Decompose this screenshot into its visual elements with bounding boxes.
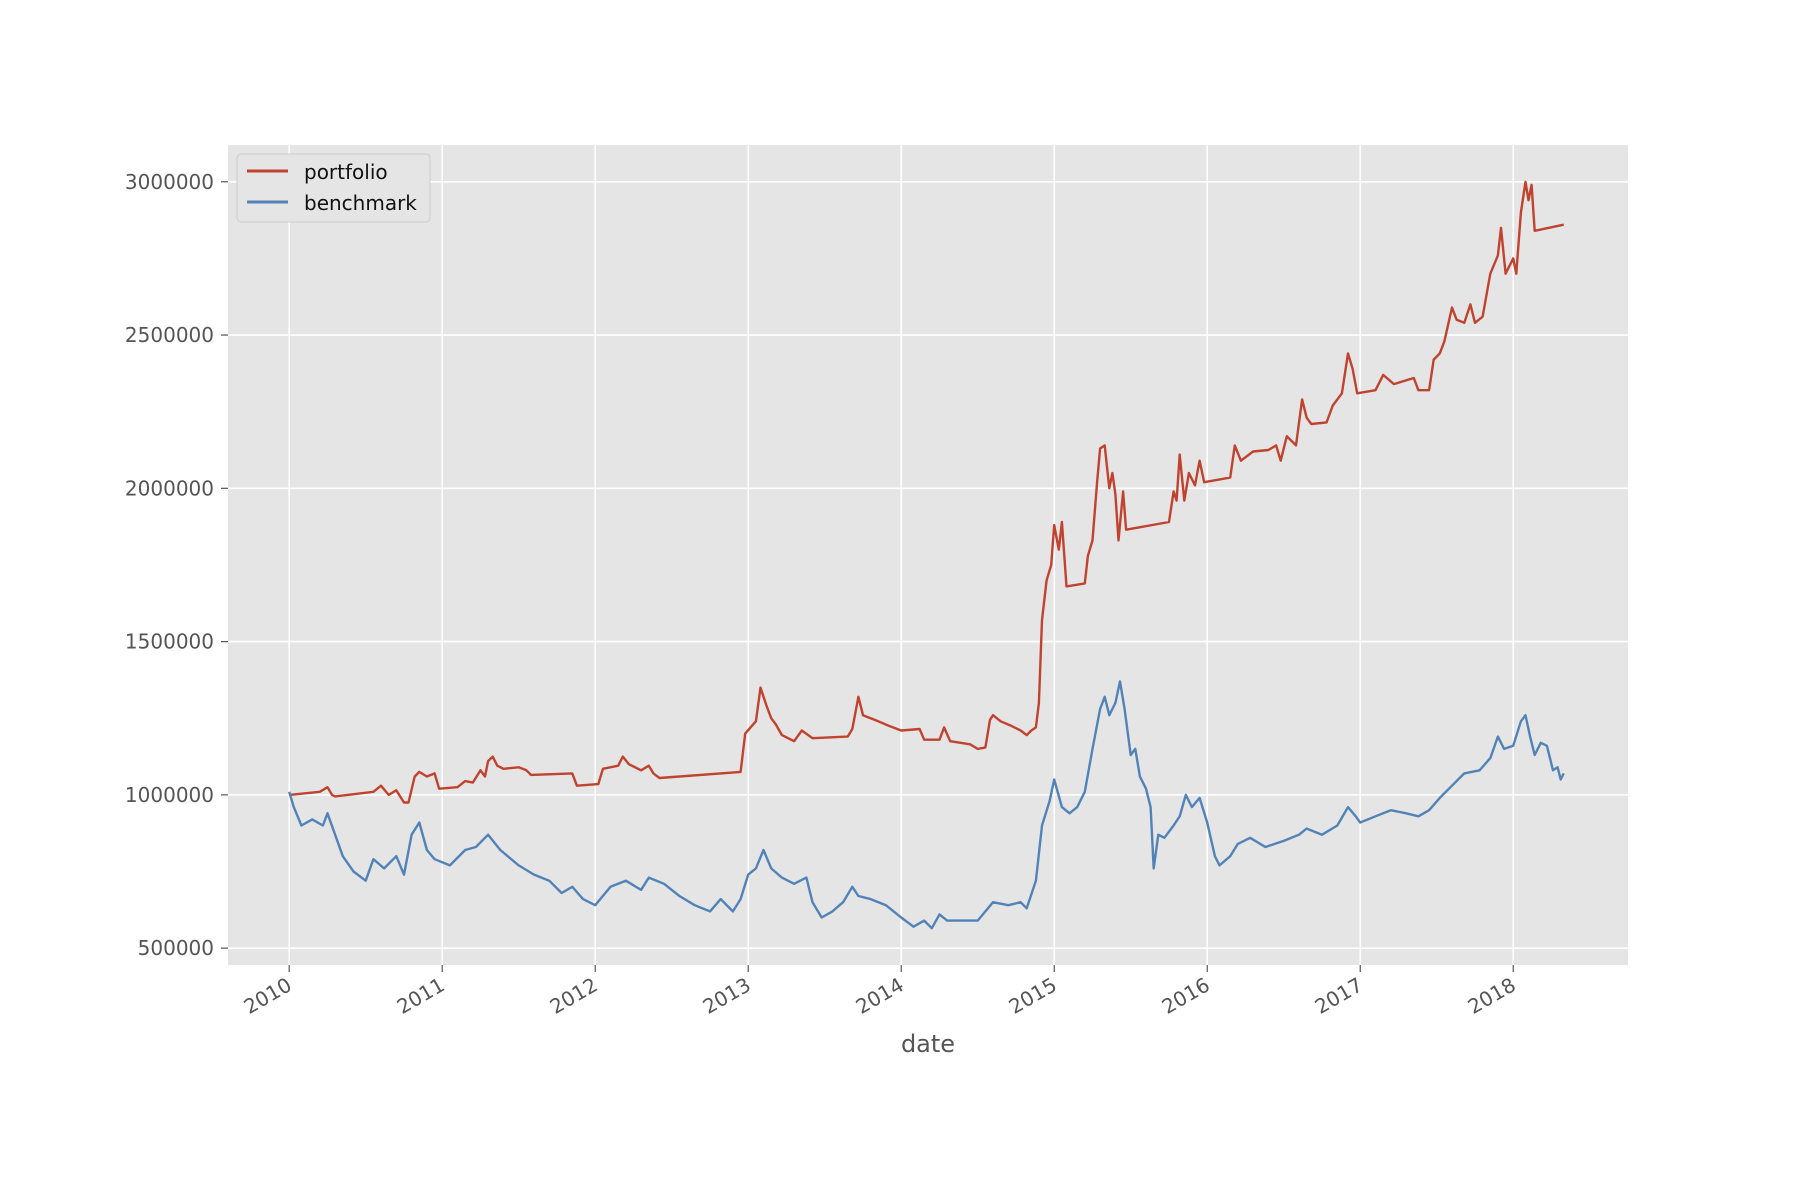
x-tick-label: 2018 [1464, 973, 1520, 1019]
legend-label-benchmark: benchmark [304, 191, 417, 215]
x-tick-label: 2014 [852, 973, 908, 1019]
series-layer [288, 180, 1565, 930]
x-tick-label: 2013 [699, 973, 755, 1019]
y-tick-label: 1000000 [125, 783, 214, 807]
legend: portfolio benchmark [236, 153, 431, 223]
y-tick-label: 2000000 [125, 476, 214, 500]
plot-background [228, 145, 1628, 965]
y-tick-label: 2500000 [125, 323, 214, 347]
x-tick-label: 2016 [1158, 973, 1214, 1019]
y-tick-label: 1500000 [125, 630, 214, 654]
x-tick-label: 2015 [1005, 973, 1061, 1019]
series-line-benchmark [288, 680, 1565, 930]
series-line-portfolio [289, 180, 1564, 804]
x-tick-label: 2011 [393, 973, 449, 1019]
x-tick-label: 2010 [240, 973, 296, 1019]
x-tick-label: 2012 [546, 973, 602, 1019]
legend-label-portfolio: portfolio [304, 160, 388, 184]
y-axis: 500000 1000000 1500000 2000000 2500000 300000… [125, 170, 228, 960]
x-axis-title: date [901, 1030, 955, 1058]
x-tick-label: 2017 [1311, 973, 1367, 1019]
x-axis: 2010 2011 2012 2013 2014 2015 2016 2017 2018 [240, 965, 1520, 1019]
grid [228, 145, 1628, 965]
y-tick-label: 3000000 [125, 170, 214, 194]
y-tick-label: 500000 [138, 936, 214, 960]
